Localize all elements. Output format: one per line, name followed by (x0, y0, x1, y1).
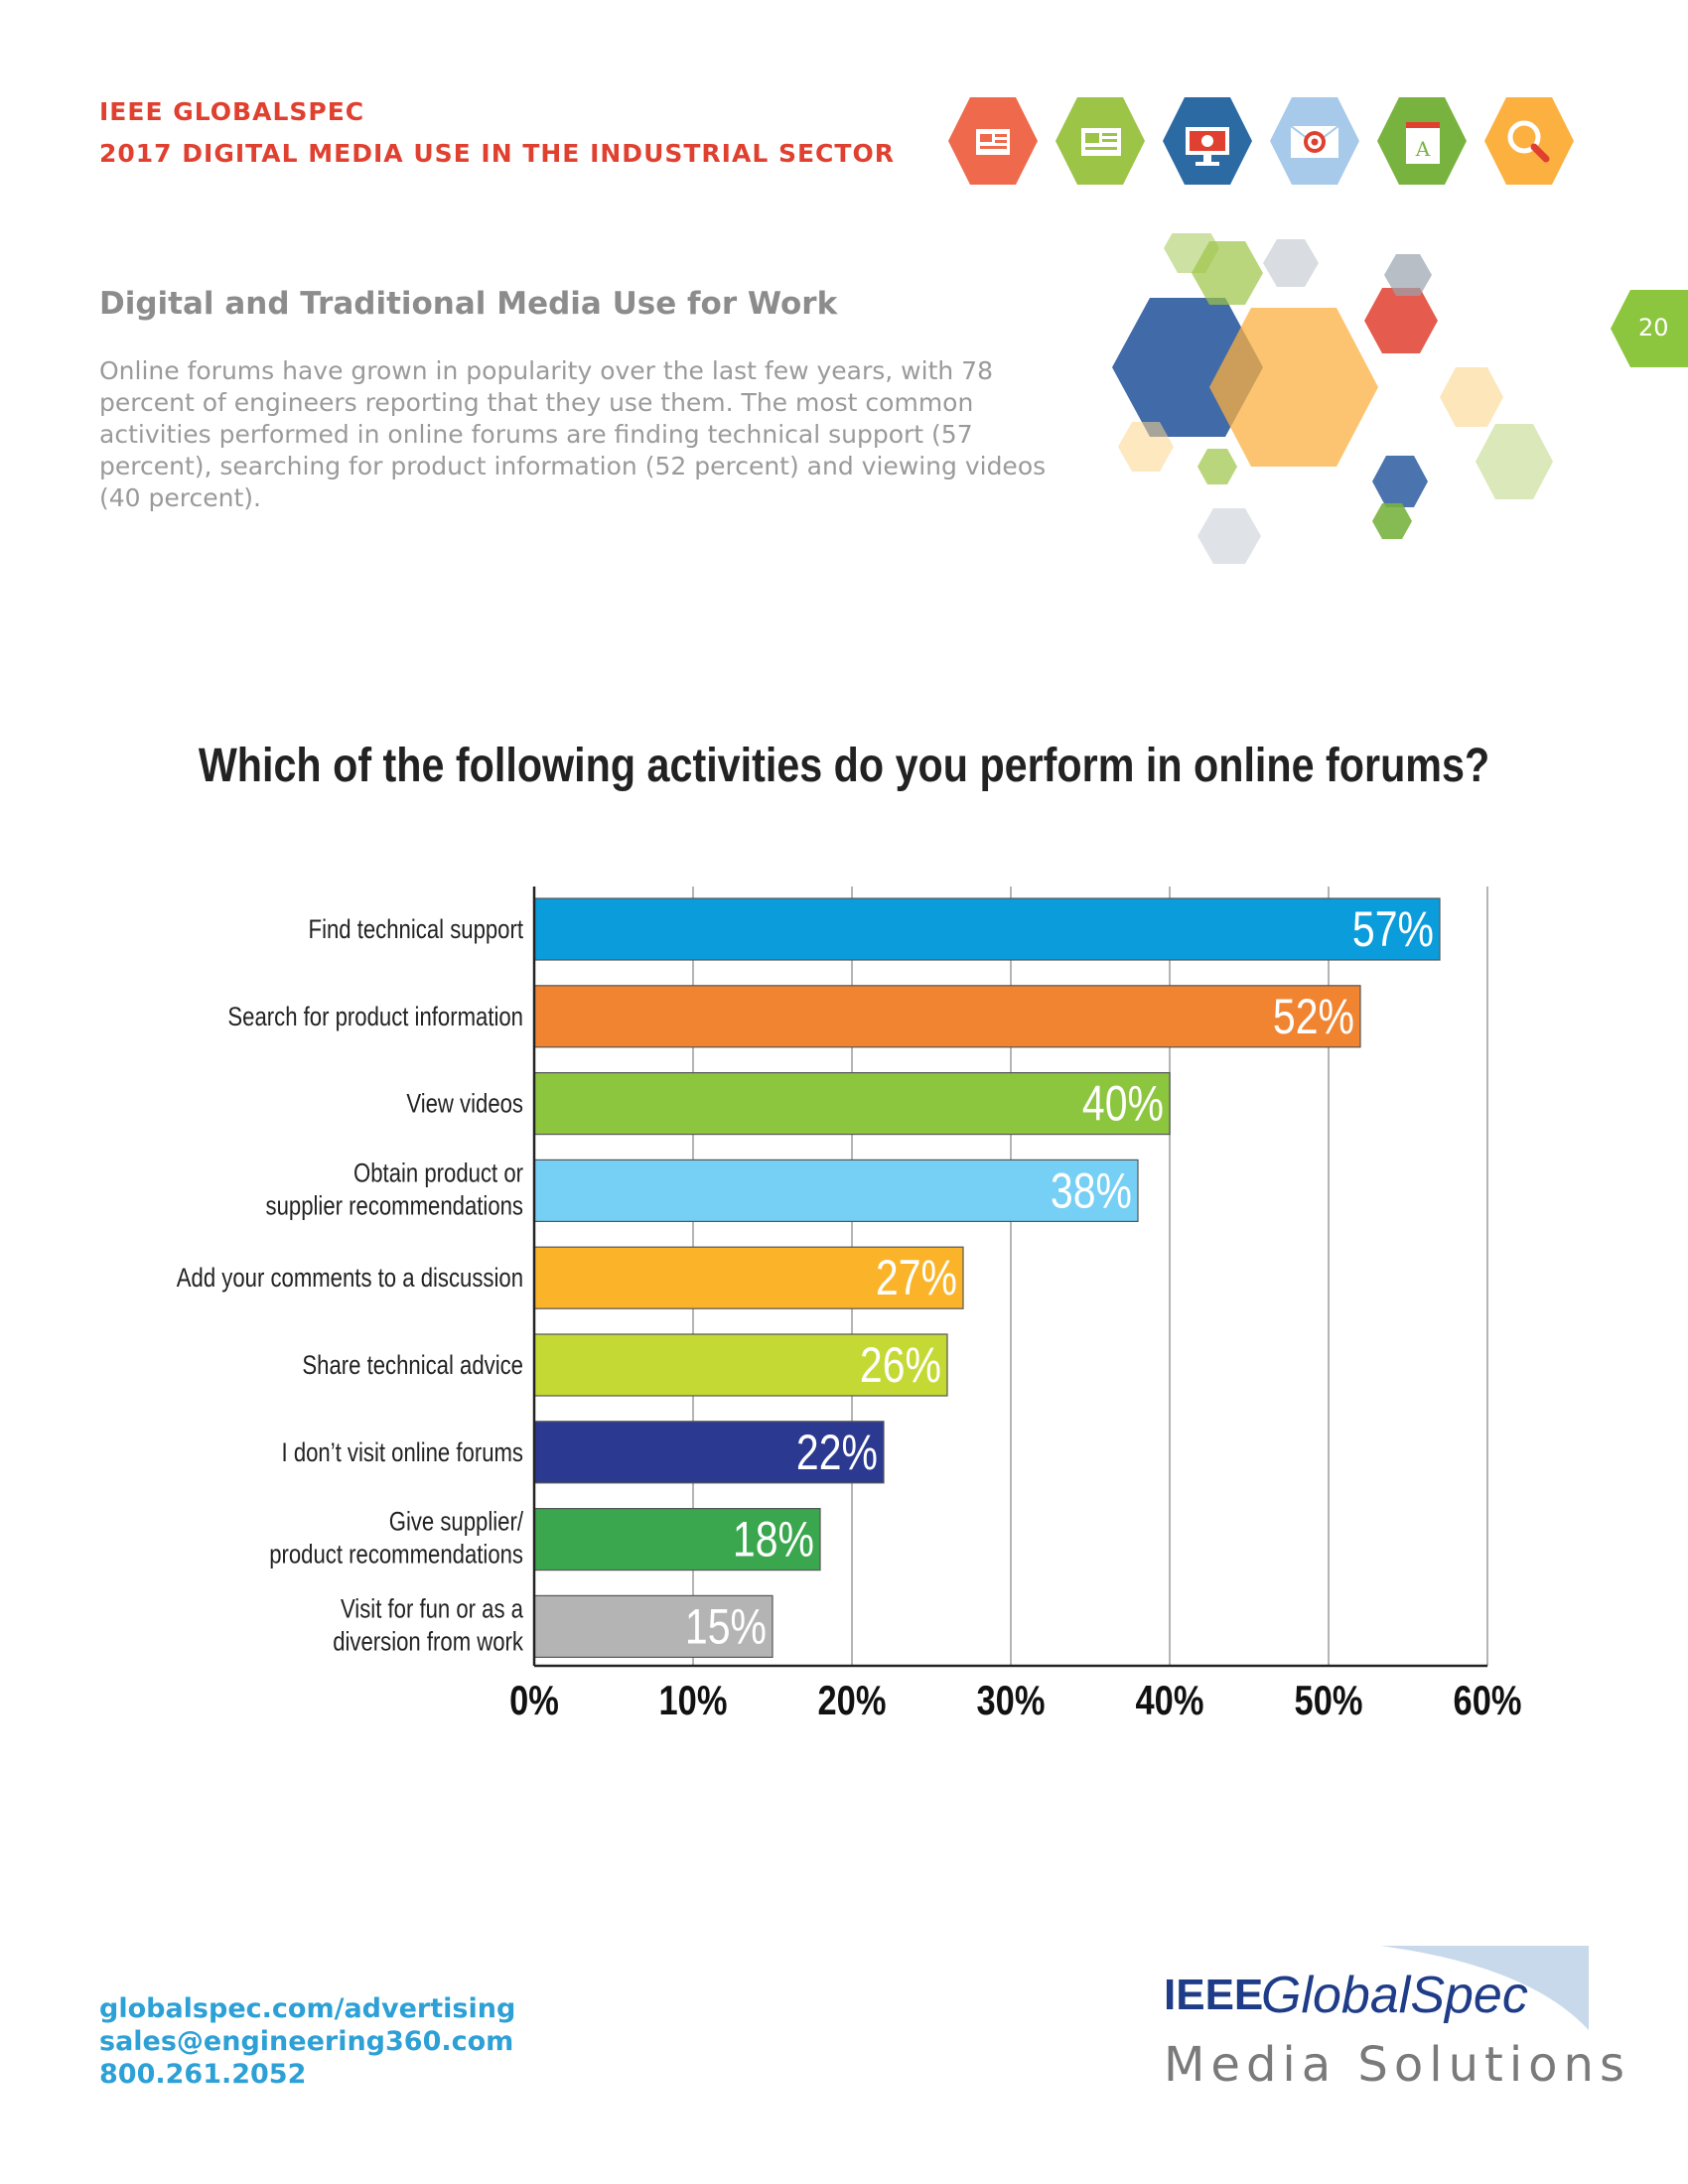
chart-title: Which of the following activities do you… (198, 740, 1490, 792)
bar-value-label: 26% (860, 1337, 941, 1393)
category-label: Give supplier/ (389, 1508, 523, 1538)
bar-value-label: 40% (1082, 1076, 1164, 1132)
book-icon: A (1377, 97, 1467, 185)
bar-value-label: 15% (685, 1599, 767, 1655)
category-label: diversion from work (333, 1627, 523, 1657)
bar (533, 985, 1361, 1048)
section-title: Digital and Traditional Media Use for Wo… (99, 286, 838, 322)
bar-value-label: 27% (876, 1250, 957, 1305)
x-tick-label: 60% (1454, 1678, 1522, 1724)
monitor-icon (1163, 97, 1252, 185)
svg-text:A: A (1415, 137, 1431, 161)
decorative-hexagon-cluster (1112, 233, 1553, 564)
bar (533, 897, 1441, 961)
footer-phone: 800.261.2052 (99, 2059, 307, 2090)
newspaper-icon (948, 97, 1038, 185)
x-tick-label: 0% (509, 1678, 559, 1724)
x-tick-label: 50% (1295, 1678, 1363, 1724)
x-tick-label: 30% (977, 1678, 1046, 1724)
x-tick-label: 10% (659, 1678, 728, 1724)
logo-globalspec: GlobalSpec (1261, 1967, 1528, 2024)
bar-value-label: 38% (1051, 1163, 1132, 1219)
category-label: supplier recommendations (266, 1191, 523, 1221)
page-number: 20 (1638, 314, 1669, 341)
header-icon-strip: A (948, 97, 1574, 185)
document-icon (1055, 97, 1145, 185)
footer-email[interactable]: sales@engineering360.com (99, 2026, 514, 2057)
category-label: Search for product information (227, 1003, 523, 1032)
logo-swoosh (1380, 1946, 1589, 2030)
logo-tagline: Media Solutions (1164, 2037, 1630, 2093)
bar (533, 1507, 821, 1571)
category-label: I don’t visit online forums (282, 1438, 523, 1468)
bar-value-label: 18% (733, 1512, 814, 1568)
bar (533, 1594, 774, 1659)
category-label: product recommendations (269, 1541, 523, 1570)
bar (533, 1159, 1139, 1223)
intro-paragraph: Online forums have grown in popularity o… (99, 356, 1047, 512)
category-label: Obtain product or (353, 1159, 523, 1188)
email-target-icon (1270, 97, 1359, 185)
header-title: IEEE GLOBALSPEC (99, 97, 365, 126)
category-label: Share technical advice (302, 1351, 523, 1381)
bar-value-label: 52% (1273, 989, 1354, 1044)
bar-value-label: 22% (796, 1425, 878, 1480)
header-subtitle: 2017 DIGITAL MEDIA USE IN THE INDUSTRIAL… (99, 139, 895, 168)
x-tick-label: 40% (1136, 1678, 1204, 1724)
logo-ieee: IEEE (1164, 1971, 1264, 2019)
bar-value-label: 57% (1352, 901, 1434, 957)
bar (533, 1246, 964, 1309)
category-label: Add your comments to a discussion (177, 1264, 523, 1294)
search-icon (1484, 97, 1574, 185)
bar (533, 1421, 885, 1484)
category-label: Find technical support (309, 915, 524, 945)
footer-website[interactable]: globalspec.com/advertising (99, 1993, 516, 2024)
bar (533, 1071, 1171, 1136)
category-label: Visit for fun or as a (341, 1594, 523, 1624)
category-label: View videos (406, 1090, 523, 1120)
bar (533, 1333, 948, 1397)
x-tick-label: 20% (818, 1678, 887, 1724)
page-number-tab (1611, 290, 1688, 367)
